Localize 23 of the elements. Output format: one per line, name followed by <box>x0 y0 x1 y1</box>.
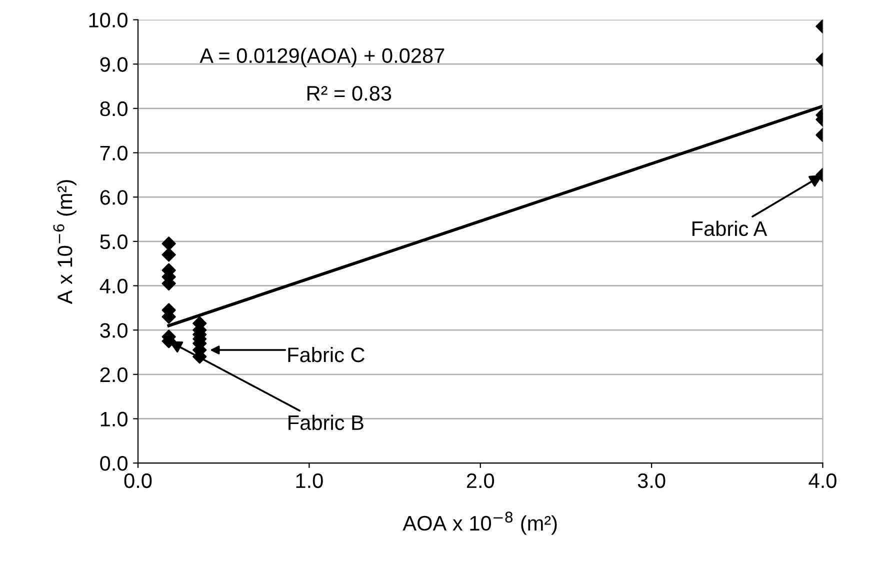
annotation: Fabric A <box>692 220 768 236</box>
y-tick-label: 1.0 <box>100 412 128 426</box>
y-tick-label: 9.0 <box>100 57 128 72</box>
y-tick-label: 8.0 <box>100 101 128 116</box>
x-tick-label: 0.0 <box>124 473 152 488</box>
x-tick-label: 2.0 <box>466 473 494 488</box>
y-tick-label: 4.0 <box>100 278 128 294</box>
annotation: Fabric C <box>288 346 365 362</box>
annotation: R² = 0.83 <box>307 86 392 101</box>
x-tick-label: 1.0 <box>296 473 323 488</box>
y-tick-label: 6.0 <box>100 190 128 205</box>
x-axis-title: AOA x 10$^{−8}$ (m²) <box>402 512 557 535</box>
y-tick-label: 2.0 <box>100 367 128 382</box>
x-tick-label: 4.0 <box>808 473 836 488</box>
y-tick-label: 5.0 <box>100 234 128 250</box>
y-tick-label: 7.0 <box>100 146 128 160</box>
y-tick-label: 10.0 <box>89 12 128 28</box>
y-tick-label: 0.0 <box>100 456 128 471</box>
y-axis-title: A x 10$^{−6}$ (m²) <box>53 180 76 304</box>
y-tick-label: 3.0 <box>100 323 128 338</box>
annotation: Fabric B <box>288 414 364 430</box>
x-tick-label: 3.0 <box>638 473 666 488</box>
annotation: A = 0.0129(AOA) + 0.0287 <box>200 48 444 68</box>
